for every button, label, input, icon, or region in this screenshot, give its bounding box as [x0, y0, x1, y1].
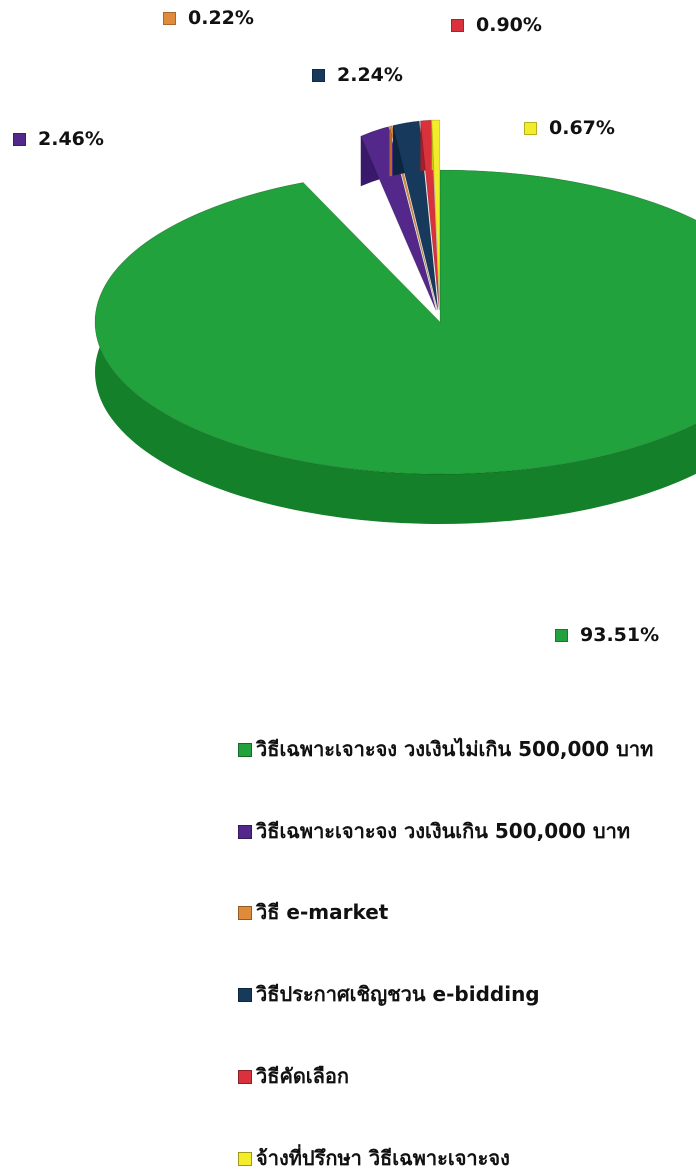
pie-slice-specific-under: [94, 169, 696, 524]
data-label-e-bidding: 2.24%: [312, 65, 403, 85]
pie-slice-top-specific-over: [360, 126, 437, 311]
swatch-specific-over: [13, 133, 26, 146]
pie-slice-specific-over: [360, 126, 437, 311]
pie-slice-top-consultant: [431, 119, 441, 311]
swatch-specific-under: [555, 629, 568, 642]
pie-slice-top-selection: [420, 119, 440, 311]
legend-swatch-specific-under: [238, 743, 252, 757]
swatch-consultant: [524, 122, 537, 135]
legend-item-specific-under: วิธีเฉพาะเจาะจง วงเงินไม่เกิน 500,000 บา…: [238, 738, 653, 760]
pie-slice-selection: [420, 119, 440, 311]
pie-slice-top-e-bidding: [392, 120, 439, 311]
legend-swatch-e-market: [238, 906, 252, 920]
pie-slice-consultant: [431, 119, 441, 311]
legend-swatch-specific-over: [238, 825, 252, 839]
legend-item-specific-over: วิธีเฉพาะเจาะจง วงเงินเกิน 500,000 บาท: [238, 820, 630, 842]
swatch-e-market: [163, 12, 176, 25]
swatch-e-bidding: [312, 69, 325, 82]
legend-swatch-e-bidding: [238, 988, 252, 1002]
legend-item-consultant: จ้างที่ปรึกษา วิธีเฉพาะเจาะจง: [238, 1147, 510, 1169]
legend-swatch-selection: [238, 1070, 252, 1084]
legend-item-selection: วิธีคัดเลือก: [238, 1065, 349, 1087]
data-label-consultant: 0.67%: [524, 118, 615, 138]
legend-swatch-consultant: [238, 1152, 252, 1166]
data-label-specific-under: 93.51%: [555, 625, 659, 645]
pie-slice-e-bidding: [392, 120, 439, 311]
data-label-e-market: 0.22%: [163, 8, 254, 28]
legend-item-e-bidding: วิธีประกาศเชิญชวน e-bidding: [238, 983, 540, 1005]
data-label-selection: 0.90%: [451, 15, 542, 35]
pie-slice-side-e-market: [389, 125, 393, 177]
pie-slice-top-specific-under: [94, 169, 696, 475]
pie-chart-svg: [94, 119, 696, 524]
pie-chart: [94, 119, 696, 524]
swatch-selection: [451, 19, 464, 32]
legend-item-e-market: วิธี e-market: [238, 901, 388, 923]
data-label-specific-over: 2.46%: [13, 129, 104, 149]
